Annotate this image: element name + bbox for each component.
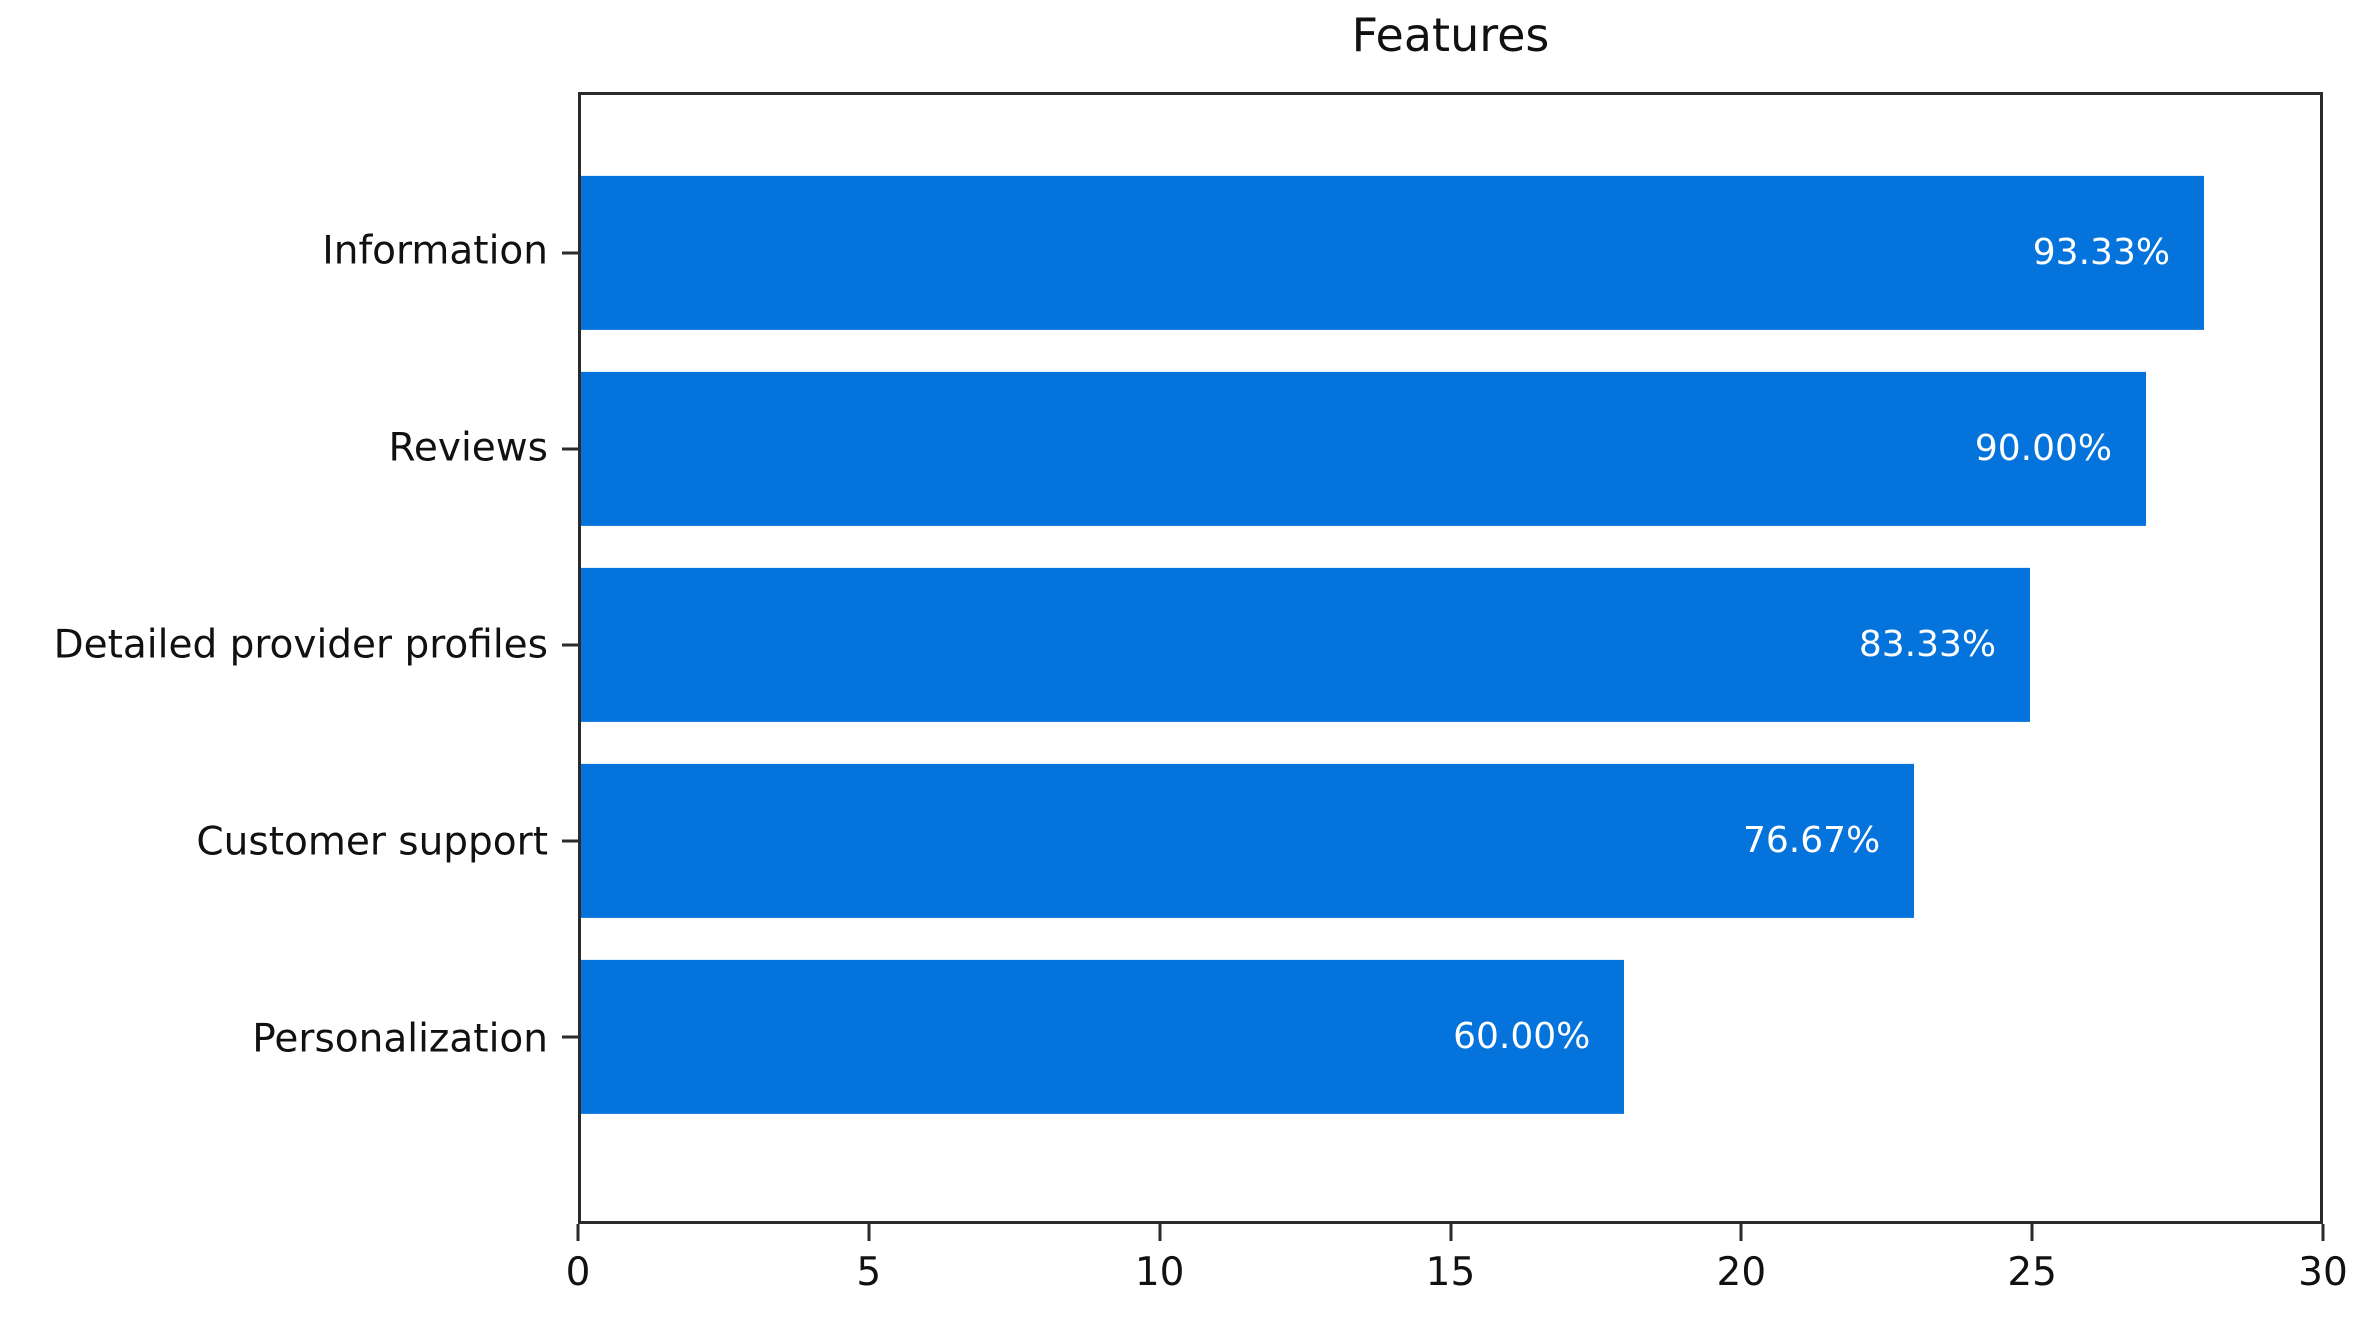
bar-value-label: 90.00% — [1974, 428, 2113, 470]
category-label: Detailed provider profiles — [53, 622, 548, 668]
bar-value-label: 93.33% — [2032, 232, 2171, 274]
category-label: Information — [322, 228, 548, 274]
y-tick-mark — [562, 839, 578, 843]
x-tick-label: 5 — [856, 1250, 882, 1295]
category-label: Reviews — [388, 425, 548, 471]
bar-customer-support: 76.67% — [581, 763, 1915, 919]
y-tick-mark — [562, 447, 578, 451]
x-tick-mark — [867, 1224, 871, 1241]
bar-value-label: 76.67% — [1742, 819, 1881, 861]
x-axis: 0 5 10 15 20 25 30 — [566, 1224, 2348, 1328]
x-tick-mark — [1158, 1224, 1162, 1241]
chart-title: Features — [1351, 8, 1550, 62]
x-tick-mark — [2030, 1224, 2034, 1241]
x-tick-mark — [2321, 1224, 2325, 1241]
category-label: Customer support — [196, 819, 548, 865]
bar-detailed-provider-profiles: 83.33% — [581, 567, 2031, 723]
y-tick-mark — [562, 1035, 578, 1039]
bar-personalization: 60.00% — [581, 959, 1625, 1115]
x-tick-mark — [1739, 1224, 1743, 1241]
bar-reviews: 90.00% — [581, 372, 2147, 527]
category-label: Personalization — [252, 1016, 548, 1062]
y-tick-mark — [562, 643, 578, 647]
x-tick-label: 10 — [1134, 1250, 1185, 1295]
x-tick-label: 25 — [2007, 1250, 2057, 1295]
x-tick-label: 30 — [2298, 1250, 2348, 1295]
x-tick-label: 20 — [1716, 1250, 1767, 1295]
y-axis-category-labels: Information Reviews Detailed provider prof… — [0, 92, 548, 1224]
x-tick-mark — [1449, 1224, 1452, 1241]
bar-value-label: 60.00% — [1453, 1015, 1591, 1057]
bar-information: 93.33% — [581, 176, 2205, 331]
x-tick-mark — [576, 1224, 580, 1241]
y-tick-mark — [562, 251, 578, 255]
bar-value-label: 83.33% — [1858, 624, 1997, 666]
x-tick-label: 15 — [1425, 1250, 1476, 1295]
x-tick-label: 0 — [565, 1250, 591, 1295]
plot-area: 93.33% 90.00% 83.33% 76.67% 60.00% — [562, 92, 2323, 1224]
